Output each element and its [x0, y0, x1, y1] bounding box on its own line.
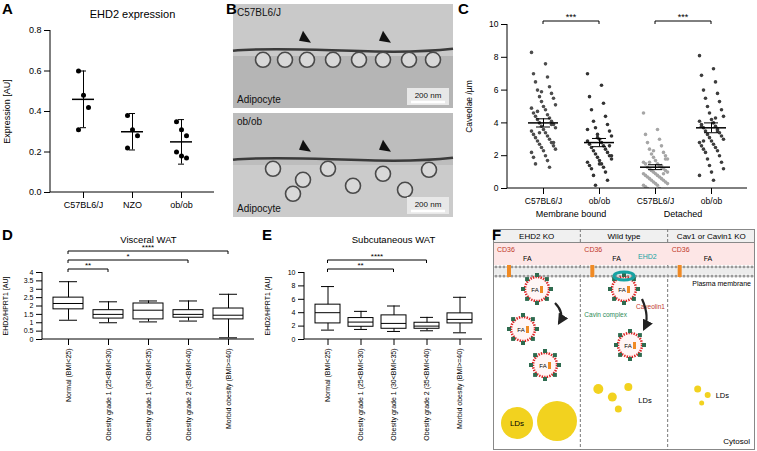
svg-text:Membrane bound: Membrane bound: [536, 209, 607, 219]
svg-text:Obesity grade 2 (35<BMI<40): Obesity grade 2 (35<BMI<40): [185, 349, 193, 441]
svg-text:ob/ob: ob/ob: [237, 116, 262, 127]
svg-text:C57BL6/J: C57BL6/J: [525, 196, 562, 206]
svg-text:Obesity grade 1 (30<BMI<35): Obesity grade 1 (30<BMI<35): [145, 349, 153, 441]
svg-text:FA: FA: [539, 363, 546, 369]
svg-text:2: 2: [30, 302, 34, 309]
svg-text:FA: FA: [704, 255, 713, 262]
svg-text:0: 0: [292, 336, 296, 343]
svg-text:****: ****: [371, 252, 383, 261]
svg-text:C57BL6/J: C57BL6/J: [637, 196, 674, 206]
svg-text:Normal (BMI<25): Normal (BMI<25): [65, 349, 73, 402]
svg-text:4: 4: [494, 118, 499, 128]
svg-text:Normal (BMI<25): Normal (BMI<25): [324, 349, 332, 402]
svg-text:Adipocyte: Adipocyte: [237, 94, 281, 105]
svg-text:Obesity grade 1 (30<BMI<35): Obesity grade 1 (30<BMI<35): [390, 349, 398, 441]
svg-text:FA: FA: [624, 343, 631, 349]
svg-text:8: 8: [494, 52, 499, 62]
svg-text:Detached: Detached: [664, 209, 703, 219]
svg-text:0.5: 0.5: [24, 327, 34, 334]
svg-text:Adipocyte: Adipocyte: [237, 203, 281, 214]
svg-text:Subcutaneous WAT: Subcutaneous WAT: [352, 234, 436, 245]
svg-text:**: **: [85, 261, 91, 270]
svg-text:0: 0: [30, 336, 34, 343]
svg-text:CD36: CD36: [497, 246, 515, 253]
svg-text:Obesity grade 1 (25<BMI<30): Obesity grade 1 (25<BMI<30): [105, 349, 113, 441]
svg-text:Visceral WAT: Visceral WAT: [120, 234, 177, 246]
svg-text:FA: FA: [517, 327, 524, 333]
svg-text:***: ***: [678, 12, 689, 22]
svg-text:C57BL6/J: C57BL6/J: [237, 7, 281, 18]
svg-text:FA: FA: [531, 287, 538, 293]
svg-text:Morbid obesity (BMI>=40): Morbid obesity (BMI>=40): [225, 349, 233, 430]
svg-text:1: 1: [30, 319, 34, 326]
svg-text:EHD2/HPRT1 [AU]: EHD2/HPRT1 [AU]: [2, 276, 10, 335]
svg-text:Wild type: Wild type: [608, 232, 641, 241]
svg-text:Obesity grade 1 (25<BMI<30): Obesity grade 1 (25<BMI<30): [357, 349, 365, 441]
svg-text:200 nm: 200 nm: [415, 200, 442, 209]
svg-text:4: 4: [30, 269, 34, 276]
svg-text:ob/ob: ob/ob: [170, 200, 193, 210]
svg-text:Caveolae /µm: Caveolae /µm: [464, 80, 474, 133]
svg-text:EHD2: EHD2: [638, 253, 657, 260]
html-text:F: F: [492, 226, 502, 243]
svg-text:NZO: NZO: [123, 200, 142, 210]
svg-text:Expression [AU]: Expression [AU]: [2, 79, 12, 144]
svg-text:CD36: CD36: [672, 246, 690, 253]
svg-text:FA: FA: [618, 287, 625, 293]
svg-text:6: 6: [292, 296, 296, 303]
svg-text:2: 2: [292, 322, 296, 329]
svg-text:Cavin complex: Cavin complex: [584, 311, 627, 319]
svg-text:LDs: LDs: [510, 419, 524, 428]
svg-text:LDs: LDs: [716, 391, 730, 400]
svg-text:6: 6: [494, 85, 499, 95]
svg-text:0.6: 0.6: [29, 66, 42, 76]
svg-text:10: 10: [489, 19, 499, 29]
svg-text:EHD2 expression: EHD2 expression: [90, 8, 176, 20]
svg-text:Morbid obesity (BMI>=40): Morbid obesity (BMI>=40): [456, 349, 464, 430]
svg-text:0.4: 0.4: [29, 106, 42, 116]
svg-text:Cav1 or Cavin1 KO: Cav1 or Cavin1 KO: [677, 232, 746, 241]
svg-text:8: 8: [292, 282, 296, 289]
svg-text:C57BL6/J: C57BL6/J: [64, 200, 104, 210]
svg-text:Plasma membrane: Plasma membrane: [692, 280, 751, 287]
svg-text:LDs: LDs: [638, 396, 652, 405]
svg-text:0.0: 0.0: [29, 187, 42, 197]
svg-text:2.5: 2.5: [24, 294, 34, 301]
svg-text:ob/ob: ob/ob: [701, 196, 723, 206]
svg-text:0.8: 0.8: [29, 25, 42, 35]
html-text:D: D: [2, 226, 13, 243]
svg-text:CD36: CD36: [584, 246, 602, 253]
svg-text:0.2: 0.2: [29, 147, 42, 157]
svg-text:Obesity grade 2 (35<BMI<40): Obesity grade 2 (35<BMI<40): [423, 349, 431, 441]
svg-text:200 nm: 200 nm: [415, 91, 442, 100]
svg-text:Cytosol: Cytosol: [723, 437, 750, 446]
svg-text:EHD2 KO: EHD2 KO: [519, 232, 554, 241]
svg-text:1.5: 1.5: [24, 311, 34, 318]
html-text:B: B: [226, 0, 237, 17]
svg-text:**: **: [357, 261, 363, 270]
html-text:E: E: [262, 226, 272, 243]
svg-text:FA: FA: [612, 255, 621, 262]
svg-text:4: 4: [292, 309, 296, 316]
svg-text:10: 10: [288, 269, 296, 276]
svg-text:Caveolin1: Caveolin1: [636, 303, 665, 310]
svg-text:***: ***: [566, 12, 577, 22]
svg-text:0: 0: [494, 183, 499, 193]
svg-text:FA: FA: [523, 255, 532, 262]
svg-text:ob/ob: ob/ob: [589, 196, 611, 206]
svg-text:****: ****: [142, 243, 154, 252]
html-text:C: C: [458, 0, 469, 17]
svg-text:*: *: [126, 252, 129, 261]
svg-text:EHD2/HPRT1 [AU]: EHD2/HPRT1 [AU]: [264, 276, 272, 335]
svg-text:3: 3: [30, 285, 34, 292]
svg-text:3.5: 3.5: [24, 277, 34, 284]
svg-text:2: 2: [494, 150, 499, 160]
html-text:A: A: [2, 0, 13, 17]
